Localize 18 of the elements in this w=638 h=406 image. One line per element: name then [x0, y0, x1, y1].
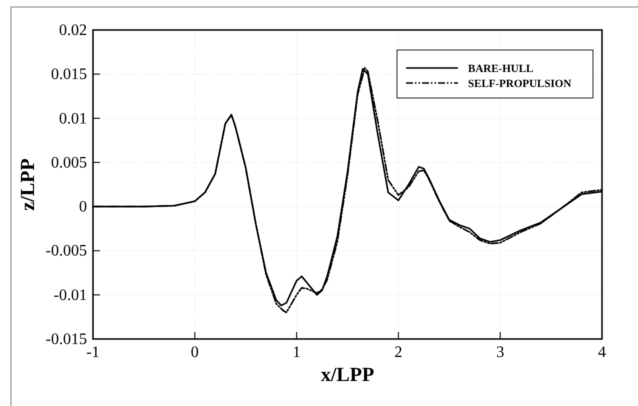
y-tick-label: 0.015 — [51, 66, 87, 84]
y-tick-label: 0 — [79, 198, 87, 216]
y-tick-label: 0.02 — [59, 22, 87, 39]
y-tick-label: -0.01 — [54, 286, 87, 304]
x-tick-label: 0 — [190, 344, 199, 361]
y-tick-label: -0.015 — [46, 331, 87, 348]
y-tick-label: 0.005 — [51, 154, 87, 172]
x-tick-label: 3 — [496, 344, 504, 361]
x-tick-label: 4 — [598, 344, 606, 361]
y-axis-title: z/LPP — [17, 158, 39, 211]
legend-label: BARE-HULL — [468, 63, 534, 75]
x-tick-label: -1 — [86, 344, 100, 361]
x-axis-title: x/LPP — [320, 364, 374, 386]
y-tick-label: -0.005 — [46, 242, 87, 260]
x-tick-label: 1 — [292, 344, 301, 361]
legend-label: SELF-PROPULSION — [468, 78, 572, 90]
y-tick-label: 0.01 — [59, 110, 87, 128]
x-tick-label: 2 — [394, 344, 402, 361]
